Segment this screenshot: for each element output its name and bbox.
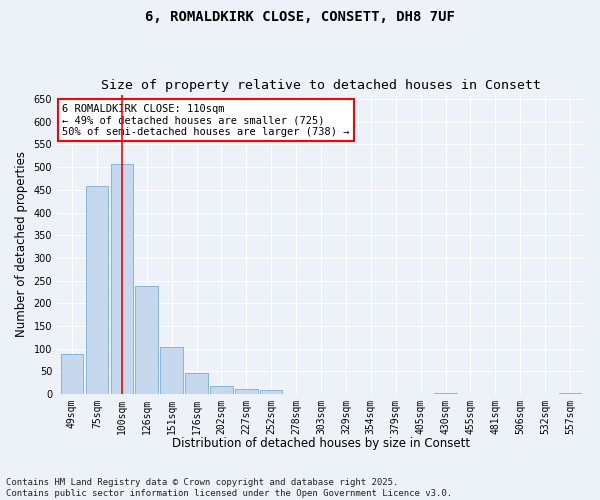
Title: Size of property relative to detached houses in Consett: Size of property relative to detached ho… <box>101 79 541 92</box>
Bar <box>434 392 457 394</box>
Text: 6 ROMALDKIRK CLOSE: 110sqm
← 49% of detached houses are smaller (725)
50% of sem: 6 ROMALDKIRK CLOSE: 110sqm ← 49% of deta… <box>62 104 350 136</box>
Bar <box>110 164 133 394</box>
Bar <box>210 386 233 394</box>
Bar <box>260 390 283 394</box>
Bar <box>185 373 208 394</box>
Y-axis label: Number of detached properties: Number of detached properties <box>15 152 28 338</box>
Bar <box>160 348 183 394</box>
Bar <box>86 186 108 394</box>
Text: 6, ROMALDKIRK CLOSE, CONSETT, DH8 7UF: 6, ROMALDKIRK CLOSE, CONSETT, DH8 7UF <box>145 10 455 24</box>
Bar <box>235 388 257 394</box>
Bar <box>559 392 581 394</box>
Text: Contains HM Land Registry data © Crown copyright and database right 2025.
Contai: Contains HM Land Registry data © Crown c… <box>6 478 452 498</box>
X-axis label: Distribution of detached houses by size in Consett: Distribution of detached houses by size … <box>172 437 470 450</box>
Bar <box>61 354 83 394</box>
Bar <box>136 286 158 394</box>
